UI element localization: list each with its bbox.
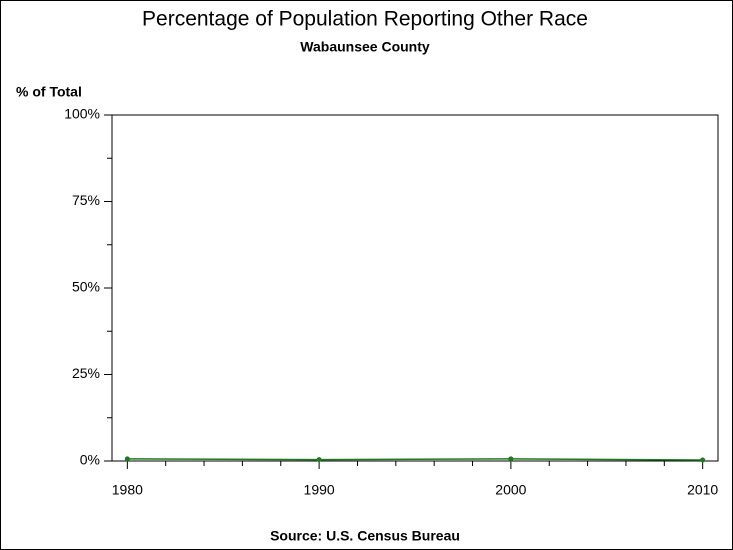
chart-subtitle: Wabaunsee County	[300, 39, 430, 55]
data-point	[508, 456, 514, 462]
y-tick-label: 25%	[72, 365, 100, 381]
y-tick-label: 75%	[72, 192, 100, 208]
source-note: Source: U.S. Census Bureau	[270, 528, 460, 544]
data-point	[316, 457, 322, 463]
data-point	[700, 457, 706, 463]
y-tick-label: 0%	[80, 452, 100, 468]
chart-title: Percentage of Population Reporting Other…	[142, 8, 588, 31]
y-tick-label: 100%	[64, 106, 100, 122]
x-tick-label: 1980	[112, 482, 143, 498]
data-line	[127, 458, 703, 461]
x-tick-label: 2010	[687, 482, 718, 498]
y-axis-label: % of Total	[16, 84, 82, 100]
x-tick-label: 2000	[495, 482, 526, 498]
x-tick-label: 1990	[304, 482, 335, 498]
data-point	[124, 456, 130, 462]
y-tick-label: 50%	[72, 279, 100, 295]
